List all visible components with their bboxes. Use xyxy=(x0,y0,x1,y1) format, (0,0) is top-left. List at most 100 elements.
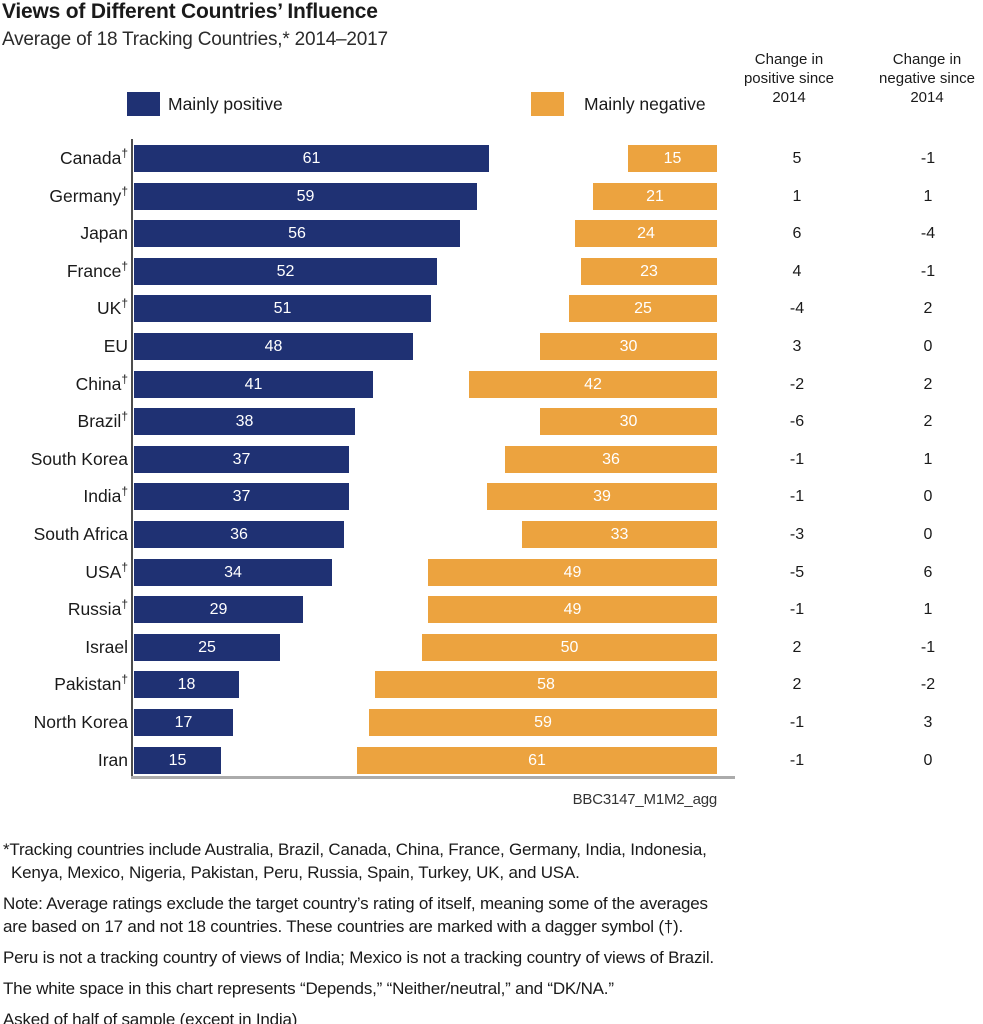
country-label: Russia† xyxy=(0,596,128,623)
country-name: UK xyxy=(97,298,122,319)
negative-change-value: 2 xyxy=(923,413,933,431)
page-subtitle: Average of 18 Tracking Countries,* 2014–… xyxy=(2,29,388,50)
country-label: Canada† xyxy=(0,145,128,172)
negative-bar: 49 xyxy=(428,558,717,586)
x-axis-baseline xyxy=(131,776,735,779)
country-label: Brazil† xyxy=(0,408,128,435)
positive-bar-value: 36 xyxy=(230,526,248,543)
negative-change-value: 1 xyxy=(923,187,933,205)
country-label: EU xyxy=(0,333,128,360)
positive-bar-value: 51 xyxy=(273,300,292,318)
positive-change-value: -4 xyxy=(789,300,805,318)
negative-bar: 42 xyxy=(469,370,717,398)
dagger-symbol: † xyxy=(121,484,128,499)
positive-change-value: 1 xyxy=(792,187,802,205)
country-name: Russia xyxy=(67,599,122,620)
positive-change-value: -2 xyxy=(789,375,805,393)
negative-bar-value: 25 xyxy=(634,300,652,318)
positive-change-value: 2 xyxy=(792,676,802,694)
negative-change-value: 3 xyxy=(923,714,933,731)
negative-change-value: 2 xyxy=(923,300,933,318)
footnote: Note: Average ratings exclude the target… xyxy=(3,894,708,936)
negative-change-value: 0 xyxy=(923,526,933,543)
negative-bar-value: 36 xyxy=(602,450,620,468)
negative-bar: 25 xyxy=(569,295,717,323)
negative-bar-value: 50 xyxy=(560,638,579,656)
negative-change-value: -1 xyxy=(920,262,936,280)
country-label: UK† xyxy=(0,295,128,322)
positive-bar-value: 59 xyxy=(296,187,315,205)
positive-change-value: -1 xyxy=(789,601,805,619)
positive-bar: 37 xyxy=(134,483,349,511)
country-label: USA† xyxy=(0,559,128,586)
positive-bar: 15 xyxy=(134,746,221,774)
negative-bar-value: 49 xyxy=(563,563,582,581)
source-code-label: BBC3147_M1M2_agg xyxy=(572,791,718,808)
country-name: Germany xyxy=(49,185,122,206)
negative-change-value: 1 xyxy=(923,450,933,468)
positive-bar-value: 17 xyxy=(174,714,193,731)
country-name: Israel xyxy=(85,636,128,657)
country-label: Germany† xyxy=(0,183,128,210)
negative-bar-value: 15 xyxy=(663,150,682,167)
positive-bar: 36 xyxy=(134,521,344,548)
positive-bar: 61 xyxy=(134,145,489,172)
negative-bar-value: 59 xyxy=(534,714,552,731)
country-label: South Korea xyxy=(0,446,128,473)
positive-bar-value: 37 xyxy=(232,450,251,468)
negative-bar: 36 xyxy=(505,445,717,473)
positive-change-value: -3 xyxy=(789,526,805,543)
negative-change-value: 2 xyxy=(923,375,933,393)
positive-change-value: 2 xyxy=(792,638,802,656)
negative-bar-value: 33 xyxy=(610,526,629,543)
positive-bar-value: 25 xyxy=(198,638,216,656)
country-label: North Korea xyxy=(0,709,128,736)
positive-change-value: 6 xyxy=(792,225,802,243)
positive-bar: 18 xyxy=(134,671,239,699)
dagger-symbol: † xyxy=(121,258,128,273)
negative-change-value: 1 xyxy=(923,601,933,619)
negative-bar-value: 30 xyxy=(619,413,638,431)
negative-bar: 21 xyxy=(593,182,717,210)
positive-bar-value: 48 xyxy=(264,338,283,355)
dagger-symbol: † xyxy=(121,296,128,311)
positive-bar-value: 34 xyxy=(224,563,242,581)
country-label: China† xyxy=(0,371,128,398)
positive-bar-value: 61 xyxy=(302,150,321,167)
positive-bar-value: 18 xyxy=(177,676,196,694)
negative-bar: 30 xyxy=(540,333,717,360)
negative-bar-value: 24 xyxy=(637,225,655,243)
positive-bar: 25 xyxy=(134,633,280,661)
positive-bar: 34 xyxy=(134,558,332,586)
positive-bar: 41 xyxy=(134,370,373,398)
positive-change-value: -6 xyxy=(789,413,805,431)
country-name: USA xyxy=(85,561,122,582)
country-name: China xyxy=(75,373,122,394)
dagger-symbol: † xyxy=(121,559,128,574)
negative-bar: 58 xyxy=(375,671,717,699)
negative-bar: 61 xyxy=(357,746,717,774)
positive-bar-value: 52 xyxy=(276,262,295,280)
country-name: Canada xyxy=(60,148,122,168)
negative-change-value: 6 xyxy=(923,563,933,581)
negative-change-value: -1 xyxy=(920,150,936,167)
positive-bar-value: 15 xyxy=(168,751,187,769)
country-name: Iran xyxy=(97,749,128,770)
positive-change-value: 5 xyxy=(792,150,802,167)
negative-bar: 50 xyxy=(422,633,717,661)
negative-bar: 33 xyxy=(522,521,717,548)
country-name: India xyxy=(83,486,122,507)
positive-bar: 38 xyxy=(134,408,355,436)
positive-change-value: -5 xyxy=(789,563,805,581)
y-axis-line xyxy=(131,139,133,779)
negative-bar: 59 xyxy=(369,709,717,736)
negative-bar: 24 xyxy=(575,220,717,248)
negative-bar: 49 xyxy=(428,596,717,624)
footnote: The white space in this chart represents… xyxy=(3,979,614,998)
positive-bar-value: 37 xyxy=(232,488,251,506)
negative-change-value: -4 xyxy=(920,225,936,243)
negative-bar-value: 42 xyxy=(584,375,602,393)
negative-bar-value: 58 xyxy=(537,676,555,694)
positive-change-value: -1 xyxy=(789,751,805,769)
